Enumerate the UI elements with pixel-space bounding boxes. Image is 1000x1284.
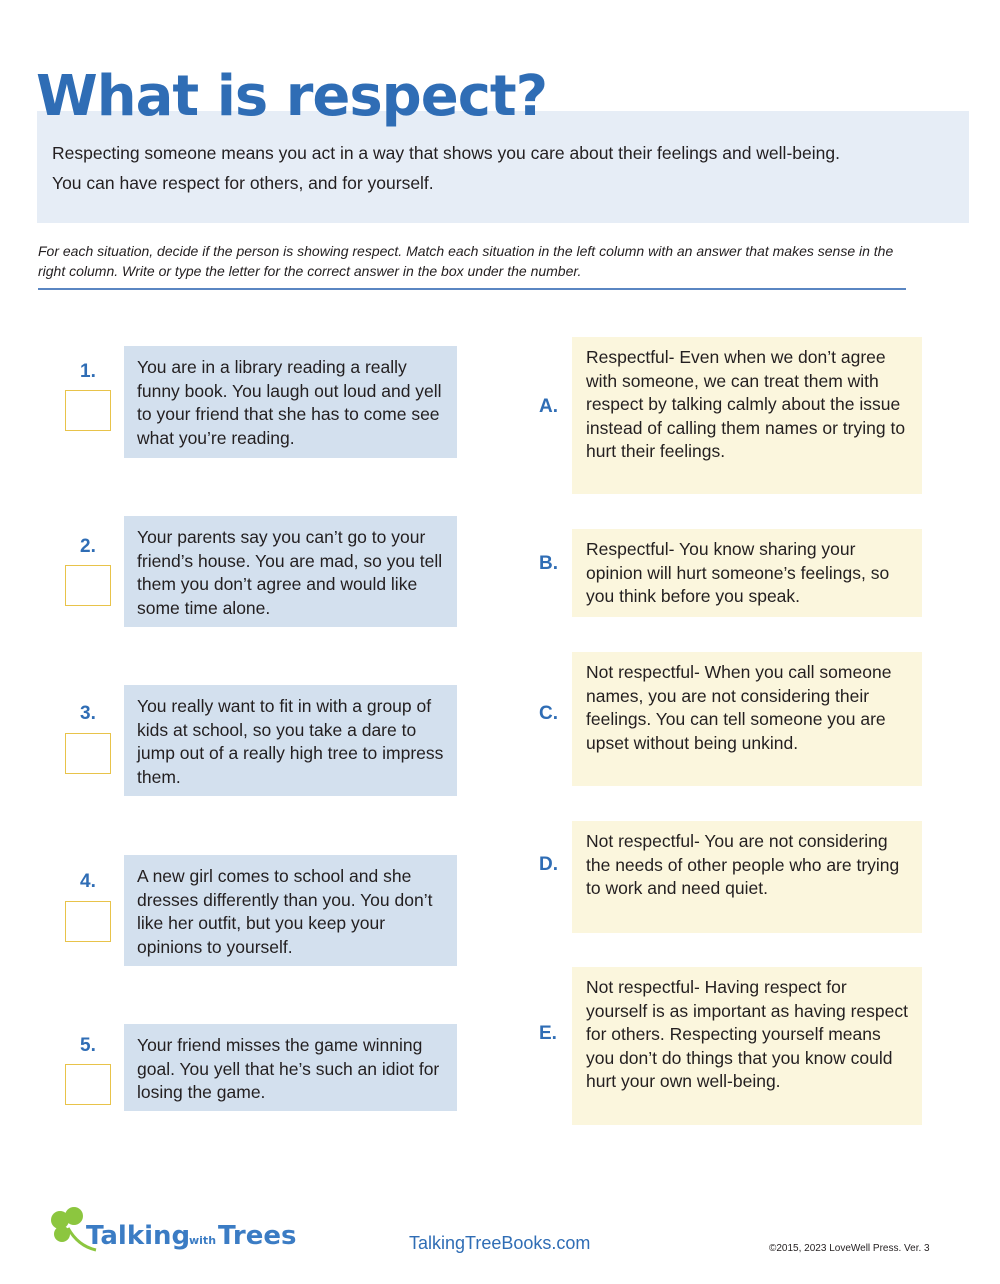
intro-line-2: You can have respect for others, and for…	[52, 173, 434, 193]
divider	[38, 288, 906, 290]
situation-5: Your friend misses the game winning goal…	[124, 1024, 457, 1111]
answer-option-a: Respectful- Even when we don’t agree wit…	[572, 337, 922, 494]
answer-box-4[interactable]	[65, 901, 111, 942]
answer-letter: B.	[539, 553, 558, 574]
instructions: For each situation, decide if the person…	[38, 243, 894, 279]
situation-number: 2.	[80, 536, 96, 557]
svg-text:Trees: Trees	[218, 1221, 296, 1251]
answer-box-5[interactable]	[65, 1064, 111, 1105]
answer-letter: D.	[539, 854, 558, 875]
answer-option-b: Respectful- You know sharing your opinio…	[572, 529, 922, 617]
intro-line-1: Respecting someone means you act in a wa…	[52, 143, 840, 163]
clover-icon: Talking with Trees	[51, 1207, 296, 1252]
website-link[interactable]: TalkingTreeBooks.com	[409, 1233, 591, 1253]
answer-box-1[interactable]	[65, 390, 111, 431]
answer-box-2[interactable]	[65, 565, 111, 606]
intro-box	[37, 111, 969, 223]
talking-with-trees-logo: Talking with Trees	[48, 1206, 308, 1256]
page-title: What is respect?	[36, 64, 548, 129]
answer-letter: C.	[539, 703, 558, 724]
copyright: ©2015, 2023 LoveWell Press. Ver. 3	[769, 1243, 930, 1254]
situation-number: 5.	[80, 1035, 96, 1056]
answer-letter: A.	[539, 396, 558, 417]
svg-text:with: with	[189, 1234, 216, 1247]
answer-option-d: Not respectful- You are not considering …	[572, 821, 922, 933]
situation-3: You really want to fit in with a group o…	[124, 685, 457, 796]
answer-letter: E.	[539, 1023, 557, 1044]
situation-2: Your parents say you can’t go to your fr…	[124, 516, 457, 627]
situation-number: 4.	[80, 871, 96, 892]
situation-number: 1.	[80, 361, 96, 382]
answer-option-c: Not respectful- When you call someone na…	[572, 652, 922, 786]
situation-number: 3.	[80, 703, 96, 724]
svg-text:Talking: Talking	[86, 1221, 190, 1251]
answer-box-3[interactable]	[65, 733, 111, 774]
situation-1: You are in a library reading a really fu…	[124, 346, 457, 458]
situation-4: A new girl comes to school and she dress…	[124, 855, 457, 966]
answer-option-e: Not respectful- Having respect for yours…	[572, 967, 922, 1125]
